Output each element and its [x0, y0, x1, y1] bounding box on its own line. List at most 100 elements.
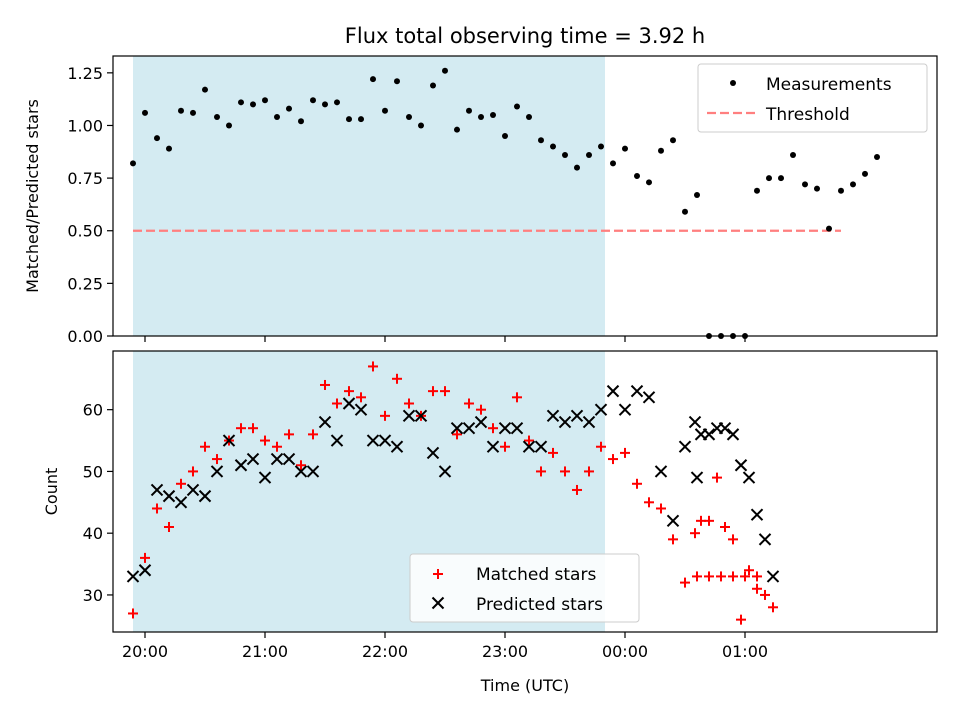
matched-stars-point [272, 441, 282, 452]
predicted-stars-point [426, 446, 440, 460]
top-observing-span [133, 56, 605, 336]
measurement-point [850, 181, 856, 188]
predicted-stars-point [330, 434, 344, 447]
matched-stars-point [260, 435, 270, 446]
measurement-point [862, 170, 868, 177]
matched-stars-point [584, 466, 594, 477]
matched-stars-point [512, 392, 522, 403]
matched-stars-point [404, 398, 414, 409]
measurement-point [382, 107, 388, 114]
legend-label-matched: Matched stars [476, 565, 596, 585]
measurement-point [634, 173, 640, 179]
legend-label-threshold: Threshold [765, 105, 850, 125]
top-x-ticks [144, 336, 746, 342]
predicted-stars-point [282, 452, 296, 466]
measurement-point [838, 187, 844, 194]
matched-stars-point [668, 534, 678, 545]
measurement-point [346, 116, 352, 123]
measurement-point [322, 101, 328, 108]
predicted-stars-point [150, 483, 164, 497]
measurement-point [574, 164, 580, 171]
measurement-point [598, 143, 604, 150]
predicted-stars-point [510, 421, 524, 435]
bottom-plot-frame [112, 350, 938, 633]
matched-stars-point [560, 466, 570, 477]
predicted-stars-point [210, 465, 224, 478]
matched-stars-point [428, 386, 438, 397]
matched-stars-point [740, 571, 750, 582]
y-tick-label: 1.00 [67, 116, 103, 135]
matched-stars-point [200, 441, 210, 452]
matched-stars-point [608, 454, 618, 465]
matched-stars-point [728, 534, 738, 545]
matched-stars-point [440, 386, 450, 397]
predicted-stars-point [198, 489, 212, 503]
predicted-stars-point [594, 403, 608, 416]
predicted-stars-point [688, 415, 702, 429]
measurement-point [586, 151, 592, 158]
predicted-stars-point [486, 440, 500, 453]
matched-stars-point [548, 447, 558, 458]
measurement-point [214, 114, 220, 121]
predicted-stars-point [354, 403, 368, 416]
measurement-point [286, 105, 292, 112]
measurement-point [682, 208, 688, 215]
predicted-stars-point [318, 415, 332, 429]
matched-stars-point [176, 478, 186, 489]
predicted-stars-point [342, 397, 356, 410]
top-plot-frame [112, 55, 938, 337]
measurement-point [250, 101, 256, 108]
matched-stars-point [760, 589, 770, 600]
predicted-stars-point [630, 384, 644, 398]
y-tick-label: 40 [83, 524, 103, 543]
matched-stars-point [716, 571, 726, 582]
matched-stars-point [728, 571, 738, 582]
matched-stars-point [380, 410, 390, 421]
legend-box [409, 553, 640, 623]
predicted-stars-point [718, 421, 732, 435]
matched-stars-point [140, 552, 150, 563]
matched-stars-point [308, 429, 318, 440]
measurement-point [454, 126, 460, 133]
predicted-stars-point [546, 409, 560, 423]
measurement-point [526, 114, 532, 121]
predicted-stars-point [414, 409, 428, 423]
measurement-point [298, 118, 304, 125]
predicted-stars-point [758, 533, 772, 546]
measurement-point [130, 160, 136, 167]
predicted-stars-point [606, 384, 620, 398]
matched-stars-point [704, 515, 714, 526]
measurement-point [178, 107, 184, 114]
predicted-stars-point [750, 508, 764, 521]
matched-stars-point [692, 571, 702, 582]
predicted-stars-point [174, 496, 188, 509]
measurement-point [766, 175, 772, 182]
matched-stars-point [680, 577, 690, 588]
y-tick-label: 0.50 [67, 222, 103, 241]
predicted-stars-point [270, 452, 284, 466]
matched-stars-point [152, 503, 162, 514]
matched-stars-point [596, 441, 606, 452]
predicted-stars-point [450, 421, 464, 435]
predicted-stars-point [534, 440, 548, 453]
predicted-stars-point [726, 428, 740, 441]
matched-stars-point [500, 441, 510, 452]
legend-marker-predicted [431, 596, 445, 610]
matched-stars-point [752, 583, 762, 594]
measurement-point [202, 86, 208, 93]
bottom-legend: Matched stars Predicted stars [409, 553, 640, 623]
matched-stars-point [236, 423, 246, 434]
predicted-stars-point [366, 434, 380, 447]
predicted-stars-point [690, 471, 704, 484]
predicted-stars-point [378, 434, 392, 447]
matched-stars-point [736, 614, 746, 625]
matched-stars-point [452, 429, 462, 440]
predicted-stars-point [582, 415, 596, 429]
matched-stars-point [690, 528, 700, 539]
measurement-point [190, 109, 196, 116]
matched-stars-point [296, 460, 306, 471]
legend-marker-measurements [730, 80, 736, 86]
matched-stars-point [752, 571, 762, 582]
x-tick-label: 01:00 [722, 642, 768, 661]
